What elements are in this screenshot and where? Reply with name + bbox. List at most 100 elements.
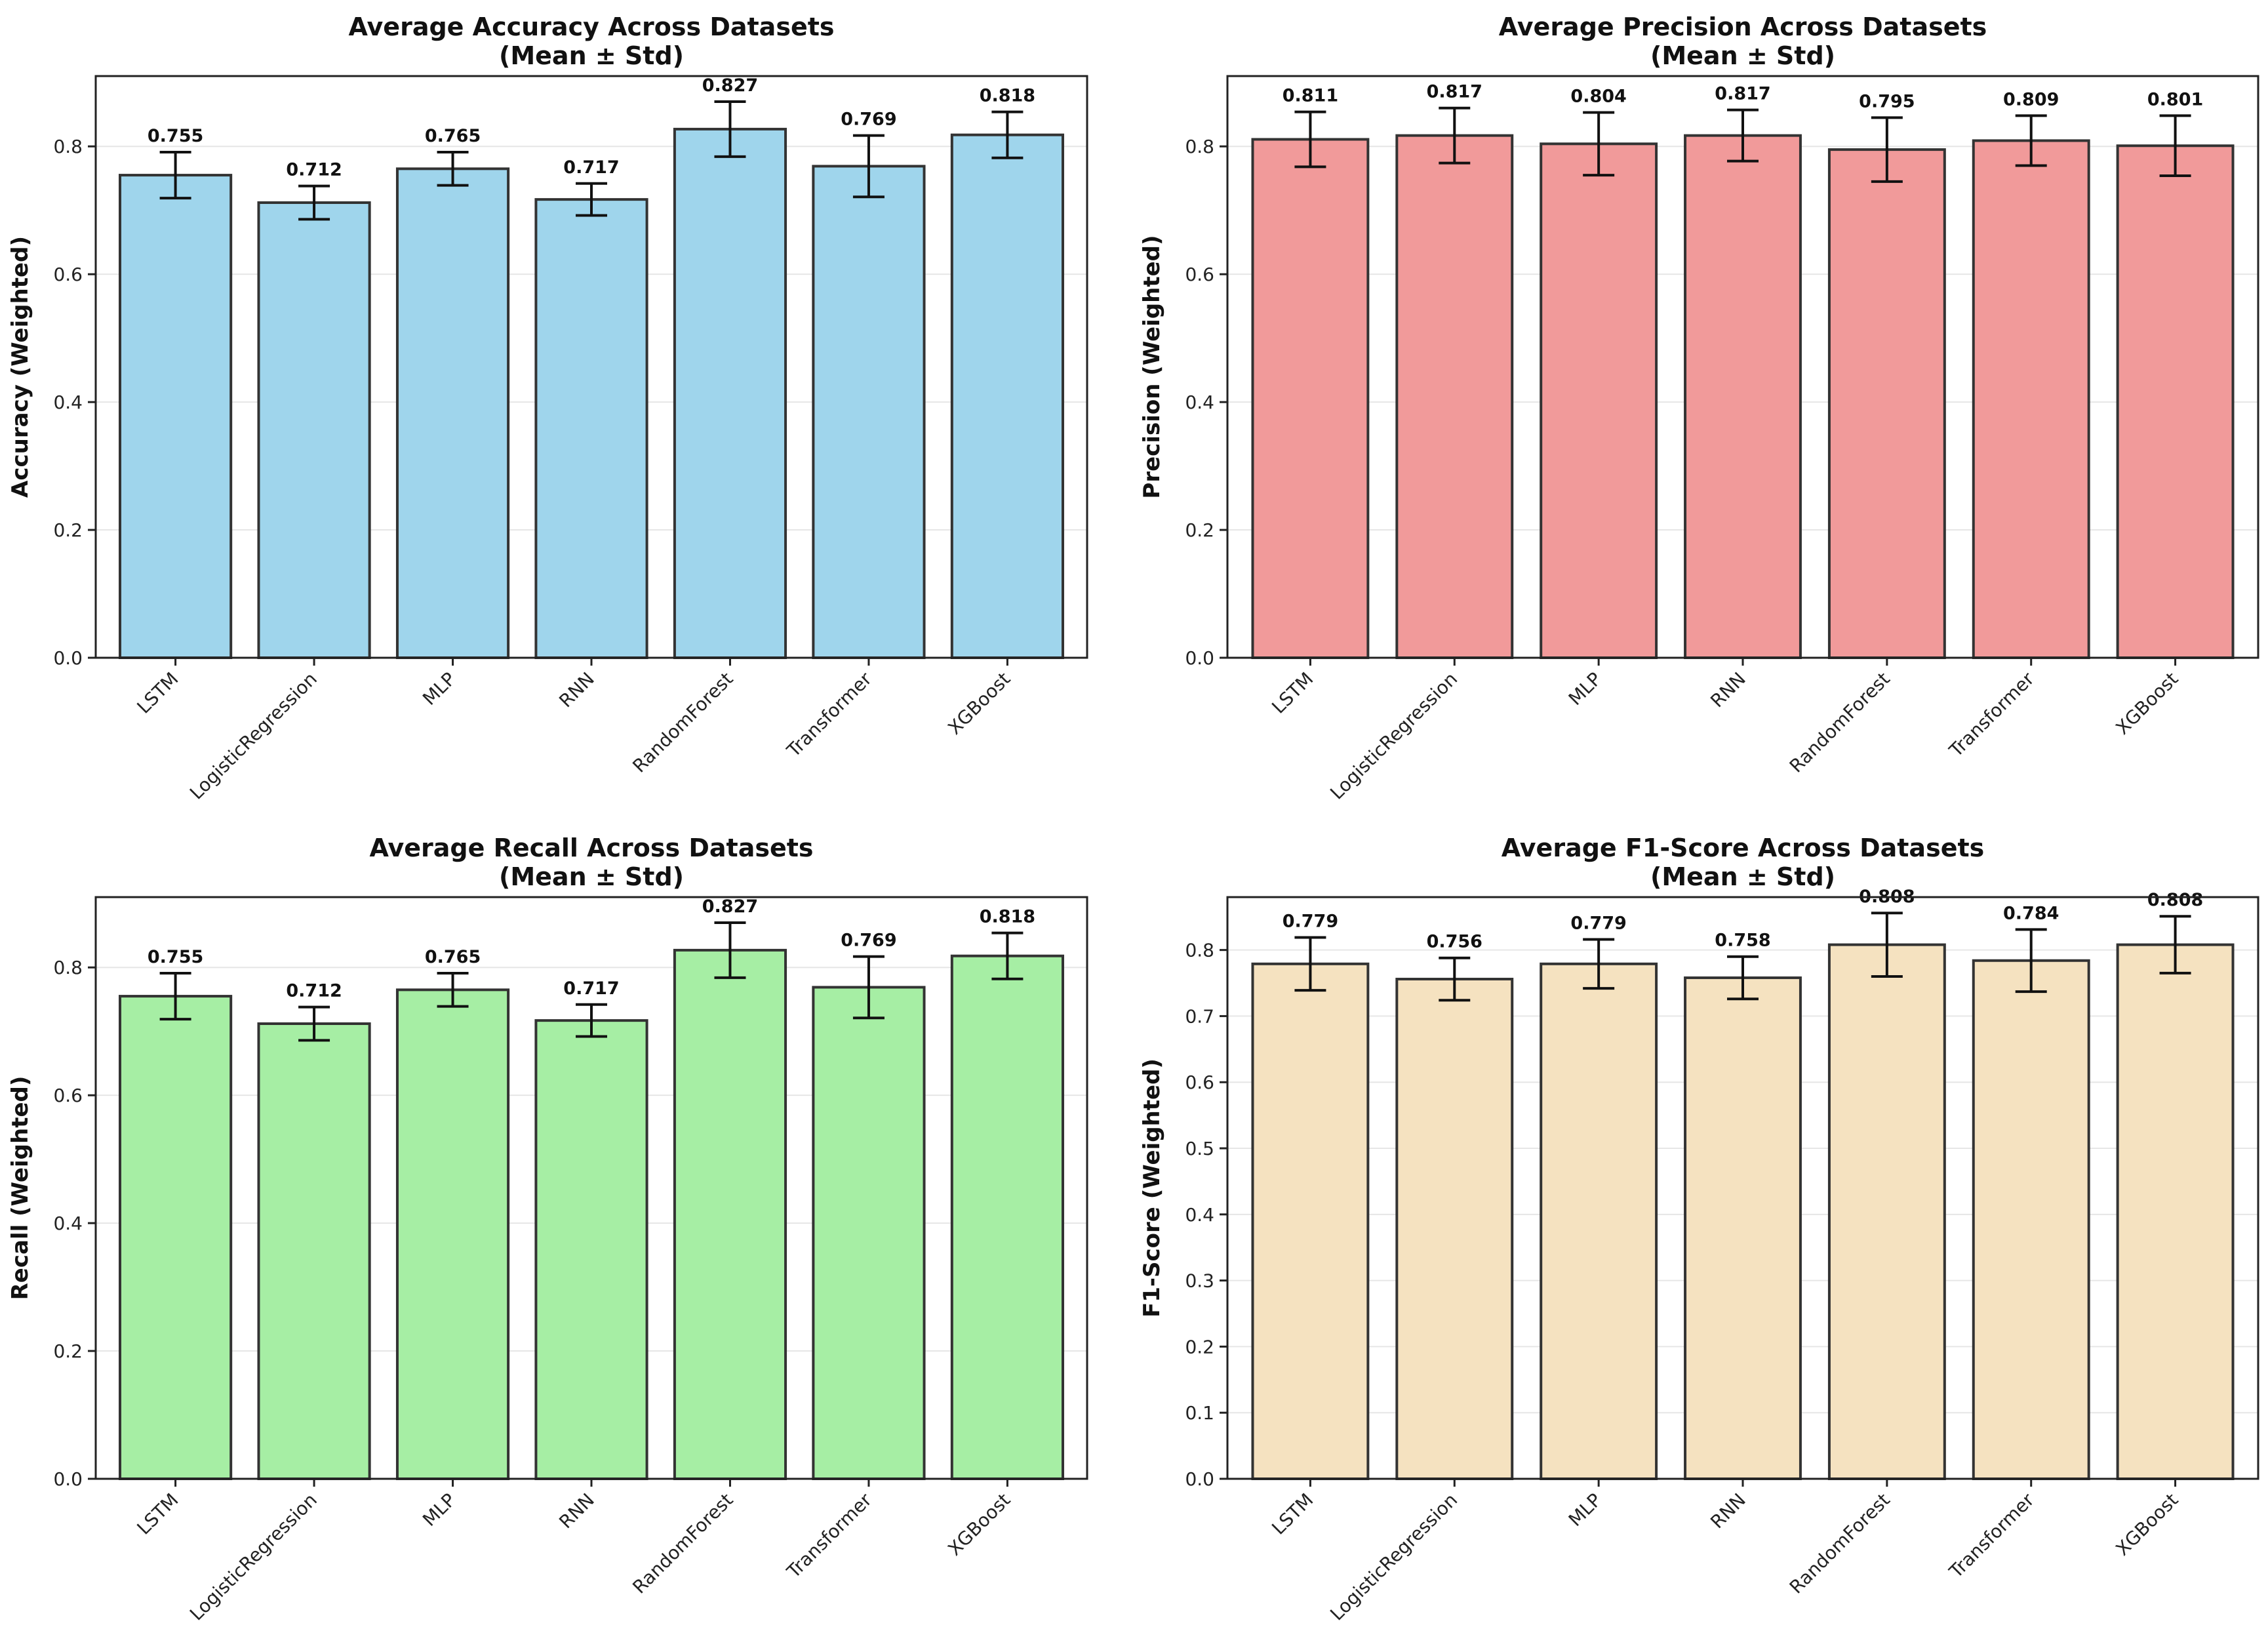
- bar-mlp: [395, 167, 510, 660]
- y-tick-label: 0.6: [53, 264, 83, 285]
- y-tick-label: 0.1: [1185, 1402, 1214, 1424]
- bar-xgboost: [2116, 943, 2235, 1480]
- value-label: 0.717: [563, 978, 619, 999]
- y-tick-label: 0.2: [1185, 519, 1214, 541]
- error-bar-randomforest: [714, 921, 746, 979]
- bar-rnn: [1684, 976, 1802, 1480]
- chart-title: Average Precision Across Datasets: [1499, 12, 1987, 41]
- error-bar-transformer: [2015, 928, 2047, 994]
- value-label: 0.779: [1283, 911, 1338, 931]
- y-axis-label: Accuracy (Weighted): [7, 236, 33, 498]
- bar-logisticregression: [257, 1022, 371, 1480]
- value-label: 0.769: [841, 931, 896, 951]
- y-tick-label: 0.8: [53, 136, 83, 157]
- bar-transformer: [1972, 139, 2090, 659]
- error-bar-lstm: [159, 971, 191, 1021]
- value-label: 0.755: [148, 947, 203, 967]
- bar-transformer: [812, 986, 926, 1480]
- error-bar-mlp: [1583, 111, 1615, 177]
- value-label: 0.769: [841, 110, 896, 130]
- bar-xgboost: [2116, 144, 2235, 659]
- y-tick-label: 0.8: [53, 957, 83, 978]
- bar-mlp: [395, 988, 510, 1481]
- chart-subtitle: (Mean ± Std): [1650, 862, 1835, 891]
- error-bar-xgboost: [2159, 114, 2191, 178]
- error-bar-logisticregression: [1439, 106, 1471, 165]
- error-bar-randomforest: [1871, 116, 1903, 183]
- chart-subtitle: (Mean ± Std): [499, 862, 684, 891]
- y-tick-label: 0.4: [53, 392, 83, 413]
- value-label: 0.755: [148, 126, 203, 146]
- bar-lstm: [119, 995, 233, 1480]
- bar-logisticregression: [257, 201, 371, 659]
- y-axis-label: Recall (Weighted): [7, 1076, 33, 1300]
- y-tick-label: 0.4: [1185, 1204, 1214, 1226]
- error-bar-transformer: [852, 955, 885, 1020]
- value-label: 0.827: [702, 896, 758, 917]
- error-bar-rnn: [1727, 955, 1759, 1001]
- bar-logisticregression: [1395, 134, 1514, 659]
- value-label: 0.758: [1715, 931, 1770, 951]
- value-label: 0.808: [2147, 890, 2203, 910]
- y-tick-label: 0.0: [1185, 1468, 1214, 1490]
- error-bar-rnn: [576, 1003, 607, 1038]
- value-label: 0.712: [286, 160, 342, 180]
- error-bar-logisticregression: [298, 1005, 330, 1042]
- chart-title: Average Accuracy Across Datasets: [348, 12, 834, 41]
- value-label: 0.795: [1859, 91, 1915, 111]
- recall-chart: 0.755 0.712 0.765 0.717 0.827 0.769 0.818 0.0 0.…: [7, 834, 1088, 1625]
- value-label: 0.756: [1427, 932, 1482, 952]
- error-bar-xgboost: [2159, 915, 2191, 975]
- error-bar-mlp: [437, 150, 469, 187]
- y-tick-label: 0.5: [1185, 1138, 1214, 1159]
- y-tick-label: 0.4: [1185, 392, 1214, 413]
- y-tick-label: 0.8: [1185, 136, 1214, 157]
- y-tick-label: 0.2: [53, 519, 83, 541]
- y-tick-label: 0.3: [1185, 1270, 1214, 1292]
- bar-lstm: [119, 174, 233, 660]
- error-bar-lstm: [1294, 936, 1326, 992]
- y-tick-label: 0.2: [53, 1340, 83, 1362]
- bar-rnn: [534, 198, 648, 660]
- bar-logisticregression: [1395, 977, 1514, 1480]
- error-bar-transformer: [2015, 114, 2047, 167]
- bar-lstm: [1251, 138, 1370, 659]
- error-bar-logisticregression: [298, 184, 330, 221]
- value-label: 0.818: [980, 86, 1035, 106]
- value-label: 0.784: [2003, 903, 2059, 923]
- y-tick-label: 0.2: [1185, 1336, 1214, 1357]
- bar-rnn: [534, 1019, 648, 1480]
- chart-title: Average F1-Score Across Datasets: [1502, 834, 1985, 862]
- error-bar-xgboost: [991, 110, 1024, 159]
- y-tick-label: 0.8: [1185, 940, 1214, 961]
- bar-randomforest: [1827, 148, 1946, 660]
- bar-randomforest: [673, 948, 787, 1480]
- y-tick-label: 0.6: [1185, 264, 1214, 285]
- error-bar-rnn: [576, 182, 607, 217]
- bar-xgboost: [950, 954, 1064, 1480]
- value-label: 0.712: [286, 981, 342, 1001]
- bar-transformer: [1972, 959, 2090, 1481]
- error-bar-mlp: [437, 971, 469, 1008]
- chart-title: Average Recall Across Datasets: [369, 834, 813, 862]
- y-tick-label: 0.6: [1185, 1072, 1214, 1093]
- y-tick-label: 0.0: [1185, 647, 1214, 669]
- value-label: 0.817: [1715, 84, 1770, 104]
- error-bar-transformer: [852, 134, 885, 199]
- y-axis-label: Precision (Weighted): [1139, 235, 1165, 498]
- chart-subtitle: (Mean ± Std): [1650, 41, 1835, 70]
- bar-randomforest: [673, 127, 787, 659]
- bar-mlp: [1540, 962, 1658, 1481]
- bar-mlp: [1540, 142, 1658, 660]
- y-tick-label: 0.0: [53, 647, 83, 669]
- error-bar-rnn: [1727, 108, 1759, 163]
- bar-lstm: [1251, 962, 1370, 1481]
- value-label: 0.801: [2147, 89, 2203, 110]
- value-label: 0.779: [1570, 914, 1626, 934]
- value-label: 0.809: [2003, 89, 2059, 110]
- chart-subtitle: (Mean ± Std): [499, 41, 684, 70]
- value-label: 0.717: [563, 157, 619, 178]
- y-tick-label: 0.4: [53, 1213, 83, 1234]
- error-bar-randomforest: [1871, 912, 1903, 978]
